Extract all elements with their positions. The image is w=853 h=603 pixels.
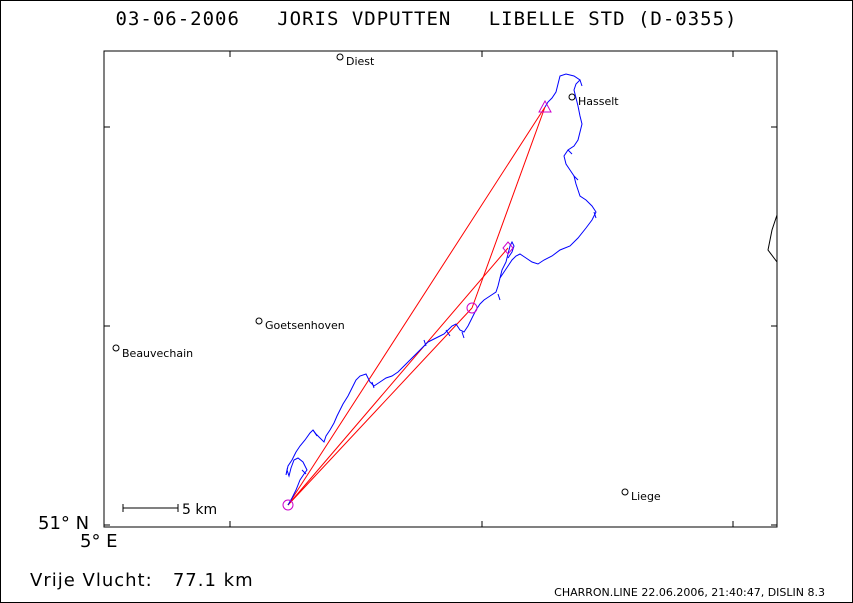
place-diest: Diest xyxy=(336,53,375,68)
scale-label: 5 km xyxy=(182,502,217,518)
footer-info: CHARRON.LINE 22.06.2006, 21:40:47, DISLI… xyxy=(554,586,825,599)
turnpoint-diamond xyxy=(502,241,514,255)
place-label-liege: Liege xyxy=(631,490,661,503)
place-label-goetsenhoven: Goetsenhoven xyxy=(265,319,345,332)
place-label-beauvechain: Beauvechain xyxy=(122,347,193,360)
place-liege: Liege xyxy=(621,488,661,503)
border-line xyxy=(767,214,778,263)
latitude-label: 51° N xyxy=(38,513,90,534)
flight-distance: Vrije Vlucht: 77.1 km xyxy=(30,570,254,591)
turnpoint-circle xyxy=(466,302,478,314)
place-hasselt: Hasselt xyxy=(568,93,619,108)
track-marks xyxy=(301,79,597,475)
glider-name: LIBELLE STD (D-0355) xyxy=(488,8,738,30)
place-beauvechain: Beauvechain xyxy=(112,344,193,360)
turnpoint-triangle xyxy=(538,99,552,113)
place-goetsenhoven: Goetsenhoven xyxy=(255,317,345,332)
scale-bar: 5 km xyxy=(122,502,217,518)
task-lines xyxy=(287,106,546,506)
page-title: 03-06-2006 JORIS VDPUTTEN LIBELLE STD (D… xyxy=(0,8,853,30)
place-label-diest: Diest xyxy=(346,55,375,68)
distance-value: 77.1 km xyxy=(172,570,254,591)
start-marker xyxy=(282,499,294,511)
pilot-name: JORIS VDPUTTEN xyxy=(277,8,452,30)
plot-frame xyxy=(103,50,778,528)
axis-ticks xyxy=(104,51,777,527)
turnpoint-markers xyxy=(282,99,552,511)
flight-track-branch xyxy=(499,240,515,279)
longitude-label: 5° E xyxy=(80,531,118,552)
flight-track xyxy=(285,73,597,506)
place-label-hasselt: Hasselt xyxy=(578,95,619,108)
flight-date: 03-06-2006 xyxy=(115,8,240,30)
distance-label: Vrije Vlucht: xyxy=(30,570,153,591)
